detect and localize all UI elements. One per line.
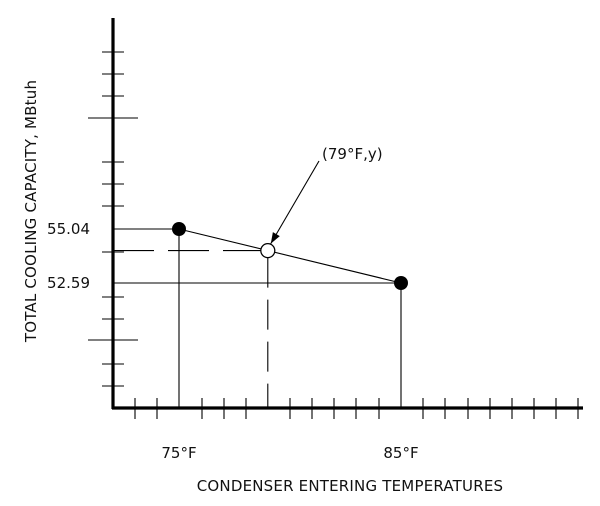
axes bbox=[111, 18, 583, 410]
data-point-75 bbox=[172, 222, 186, 236]
x-axis-title: CONDENSER ENTERING TEMPERATURES bbox=[197, 477, 504, 495]
callout-arrowhead bbox=[270, 232, 280, 244]
guide-lines bbox=[113, 228, 402, 408]
y-axis-title: TOTAL COOLING CAPACITY, MBtuh bbox=[22, 80, 40, 343]
data-marks bbox=[172, 160, 408, 290]
interpolated-point bbox=[260, 242, 276, 259]
callout-leader-line bbox=[270, 160, 320, 244]
interpolation-annotation: (79°F,y) bbox=[322, 145, 383, 163]
chart-labels: 55.04 52.59 75°F 85°F CONDENSER ENTERING… bbox=[22, 80, 503, 495]
interpolation-line bbox=[178, 228, 402, 284]
axis-ticks bbox=[88, 51, 579, 419]
y-tick-label-low: 52.59 bbox=[47, 274, 90, 292]
x-tick-label-85: 85°F bbox=[383, 444, 418, 462]
y-tick-label-high: 55.04 bbox=[47, 220, 90, 238]
data-point-85 bbox=[394, 276, 408, 290]
x-tick-label-75: 75°F bbox=[161, 444, 196, 462]
